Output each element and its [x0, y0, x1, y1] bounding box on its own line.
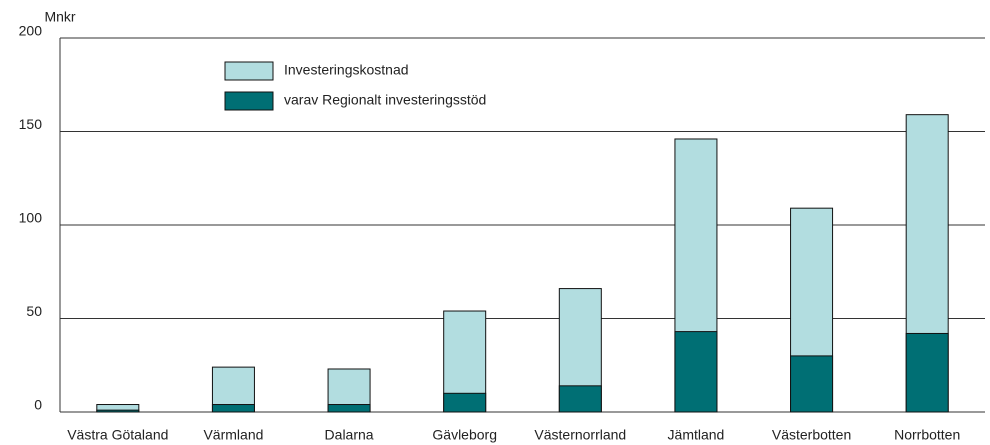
- bar: [674, 331, 718, 413]
- legend-swatch: [224, 91, 274, 111]
- legend-label: Investeringskostnad: [284, 62, 409, 78]
- bar: [443, 392, 487, 413]
- x-tick-label: Jämtland: [668, 427, 725, 443]
- y-tick-label: 50: [26, 303, 42, 319]
- x-tick-label: Gävleborg: [432, 427, 497, 443]
- x-tick-label: Dalarna: [325, 427, 374, 443]
- bar: [327, 404, 371, 413]
- y-tick-label: 150: [19, 116, 43, 132]
- x-tick-label: Västerbotten: [772, 427, 851, 443]
- y-axis-label: Mnkr: [44, 9, 75, 25]
- y-tick-label: 0: [34, 397, 42, 413]
- legend-label: varav Regionalt investeringsstöd: [284, 92, 486, 108]
- bar: [558, 385, 602, 413]
- y-tick-label: 100: [19, 210, 43, 226]
- x-tick-label: Västra Götaland: [67, 427, 168, 443]
- x-tick-label: Västernorrland: [534, 427, 626, 443]
- bar: [211, 404, 255, 413]
- x-tick-label: Värmland: [203, 427, 263, 443]
- bar: [790, 355, 834, 413]
- y-tick-label: 200: [19, 23, 43, 39]
- legend-swatch: [224, 61, 274, 81]
- x-tick-label: Norrbotten: [894, 427, 960, 443]
- bar: [96, 409, 140, 413]
- bar: [905, 332, 949, 413]
